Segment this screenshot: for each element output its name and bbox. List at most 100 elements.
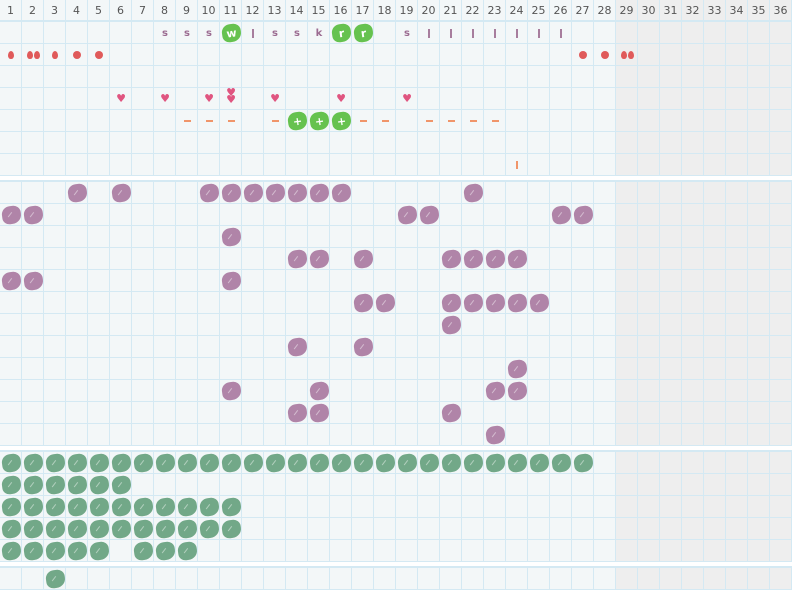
grid-cell[interactable] <box>396 380 418 402</box>
grid-cell[interactable] <box>0 132 22 154</box>
grid-cell[interactable] <box>682 66 704 88</box>
entry-mark[interactable] <box>110 182 132 204</box>
grid-cell[interactable] <box>374 270 396 292</box>
grid-cell[interactable] <box>220 204 242 226</box>
grid-cell[interactable] <box>22 402 44 424</box>
grid-cell[interactable] <box>550 424 572 446</box>
grid-cell[interactable] <box>176 88 198 110</box>
grid-cell[interactable] <box>572 402 594 424</box>
grid-cell[interactable] <box>242 380 264 402</box>
grid-cell[interactable] <box>264 292 286 314</box>
grid-cell[interactable] <box>0 380 22 402</box>
entry-mark[interactable]: + <box>330 110 352 132</box>
entry-mark[interactable] <box>198 496 220 518</box>
grid-cell[interactable] <box>396 518 418 540</box>
grid-cell[interactable] <box>682 204 704 226</box>
grid-cell[interactable] <box>748 44 770 66</box>
grid-cell[interactable] <box>132 402 154 424</box>
grid-cell[interactable] <box>528 540 550 562</box>
grid-cell[interactable] <box>242 226 264 248</box>
grid-cell[interactable] <box>528 402 550 424</box>
entry-mark[interactable] <box>550 204 572 226</box>
grid-cell[interactable] <box>308 424 330 446</box>
grid-cell[interactable] <box>616 540 638 562</box>
grid-cell[interactable] <box>484 568 506 590</box>
grid-cell[interactable] <box>594 540 616 562</box>
grid-cell[interactable] <box>550 518 572 540</box>
grid-cell[interactable] <box>440 424 462 446</box>
entry-mark[interactable] <box>462 22 484 44</box>
grid-cell[interactable] <box>726 182 748 204</box>
entry-mark[interactable] <box>374 110 396 132</box>
grid-cell[interactable] <box>528 314 550 336</box>
grid-cell[interactable] <box>352 182 374 204</box>
entry-mark[interactable] <box>0 452 22 474</box>
entry-mark[interactable] <box>220 518 242 540</box>
entry-mark[interactable] <box>440 292 462 314</box>
grid-cell[interactable] <box>66 154 88 176</box>
grid-cell[interactable] <box>220 248 242 270</box>
grid-cell[interactable] <box>22 132 44 154</box>
grid-cell[interactable] <box>572 314 594 336</box>
grid-cell[interactable] <box>176 336 198 358</box>
grid-cell[interactable] <box>506 336 528 358</box>
grid-cell[interactable] <box>286 496 308 518</box>
grid-cell[interactable] <box>66 110 88 132</box>
grid-cell[interactable] <box>352 66 374 88</box>
entry-mark[interactable] <box>242 182 264 204</box>
day-header-33[interactable]: 33 <box>704 0 726 22</box>
grid-cell[interactable] <box>704 402 726 424</box>
day-header-32[interactable]: 32 <box>682 0 704 22</box>
grid-cell[interactable] <box>528 358 550 380</box>
grid-cell[interactable] <box>748 474 770 496</box>
entry-mark[interactable] <box>132 540 154 562</box>
grid-cell[interactable] <box>682 292 704 314</box>
grid-cell[interactable] <box>198 270 220 292</box>
grid-cell[interactable] <box>748 568 770 590</box>
entry-mark[interactable] <box>176 452 198 474</box>
grid-cell[interactable] <box>682 44 704 66</box>
entry-mark[interactable] <box>132 518 154 540</box>
grid-cell[interactable] <box>440 358 462 380</box>
grid-cell[interactable] <box>374 44 396 66</box>
grid-cell[interactable] <box>352 226 374 248</box>
grid-cell[interactable] <box>154 380 176 402</box>
grid-cell[interactable] <box>66 424 88 446</box>
entry-mark[interactable] <box>22 540 44 562</box>
grid-cell[interactable] <box>770 336 792 358</box>
grid-cell[interactable] <box>748 452 770 474</box>
grid-cell[interactable] <box>638 182 660 204</box>
entry-mark[interactable] <box>176 110 198 132</box>
grid-cell[interactable] <box>374 226 396 248</box>
entry-mark[interactable] <box>484 424 506 446</box>
grid-cell[interactable] <box>198 540 220 562</box>
entry-mark[interactable] <box>22 270 44 292</box>
grid-cell[interactable] <box>242 88 264 110</box>
grid-cell[interactable] <box>132 270 154 292</box>
grid-cell[interactable] <box>418 424 440 446</box>
grid-cell[interactable] <box>748 358 770 380</box>
grid-cell[interactable] <box>176 292 198 314</box>
grid-cell[interactable] <box>374 314 396 336</box>
grid-cell[interactable] <box>418 358 440 380</box>
grid-cell[interactable] <box>572 22 594 44</box>
grid-cell[interactable] <box>770 540 792 562</box>
grid-cell[interactable] <box>88 132 110 154</box>
grid-cell[interactable] <box>308 568 330 590</box>
day-header-26[interactable]: 26 <box>550 0 572 22</box>
entry-mark[interactable]: ♥ <box>198 88 220 110</box>
grid-cell[interactable] <box>220 44 242 66</box>
grid-cell[interactable] <box>638 314 660 336</box>
grid-cell[interactable] <box>506 568 528 590</box>
grid-cell[interactable] <box>704 154 726 176</box>
grid-cell[interactable] <box>418 314 440 336</box>
grid-cell[interactable] <box>660 132 682 154</box>
grid-cell[interactable] <box>418 248 440 270</box>
grid-cell[interactable] <box>484 44 506 66</box>
day-header-19[interactable]: 19 <box>396 0 418 22</box>
grid-cell[interactable] <box>132 226 154 248</box>
grid-cell[interactable] <box>44 154 66 176</box>
entry-mark[interactable]: s <box>286 22 308 44</box>
grid-cell[interactable] <box>550 44 572 66</box>
grid-cell[interactable] <box>484 474 506 496</box>
